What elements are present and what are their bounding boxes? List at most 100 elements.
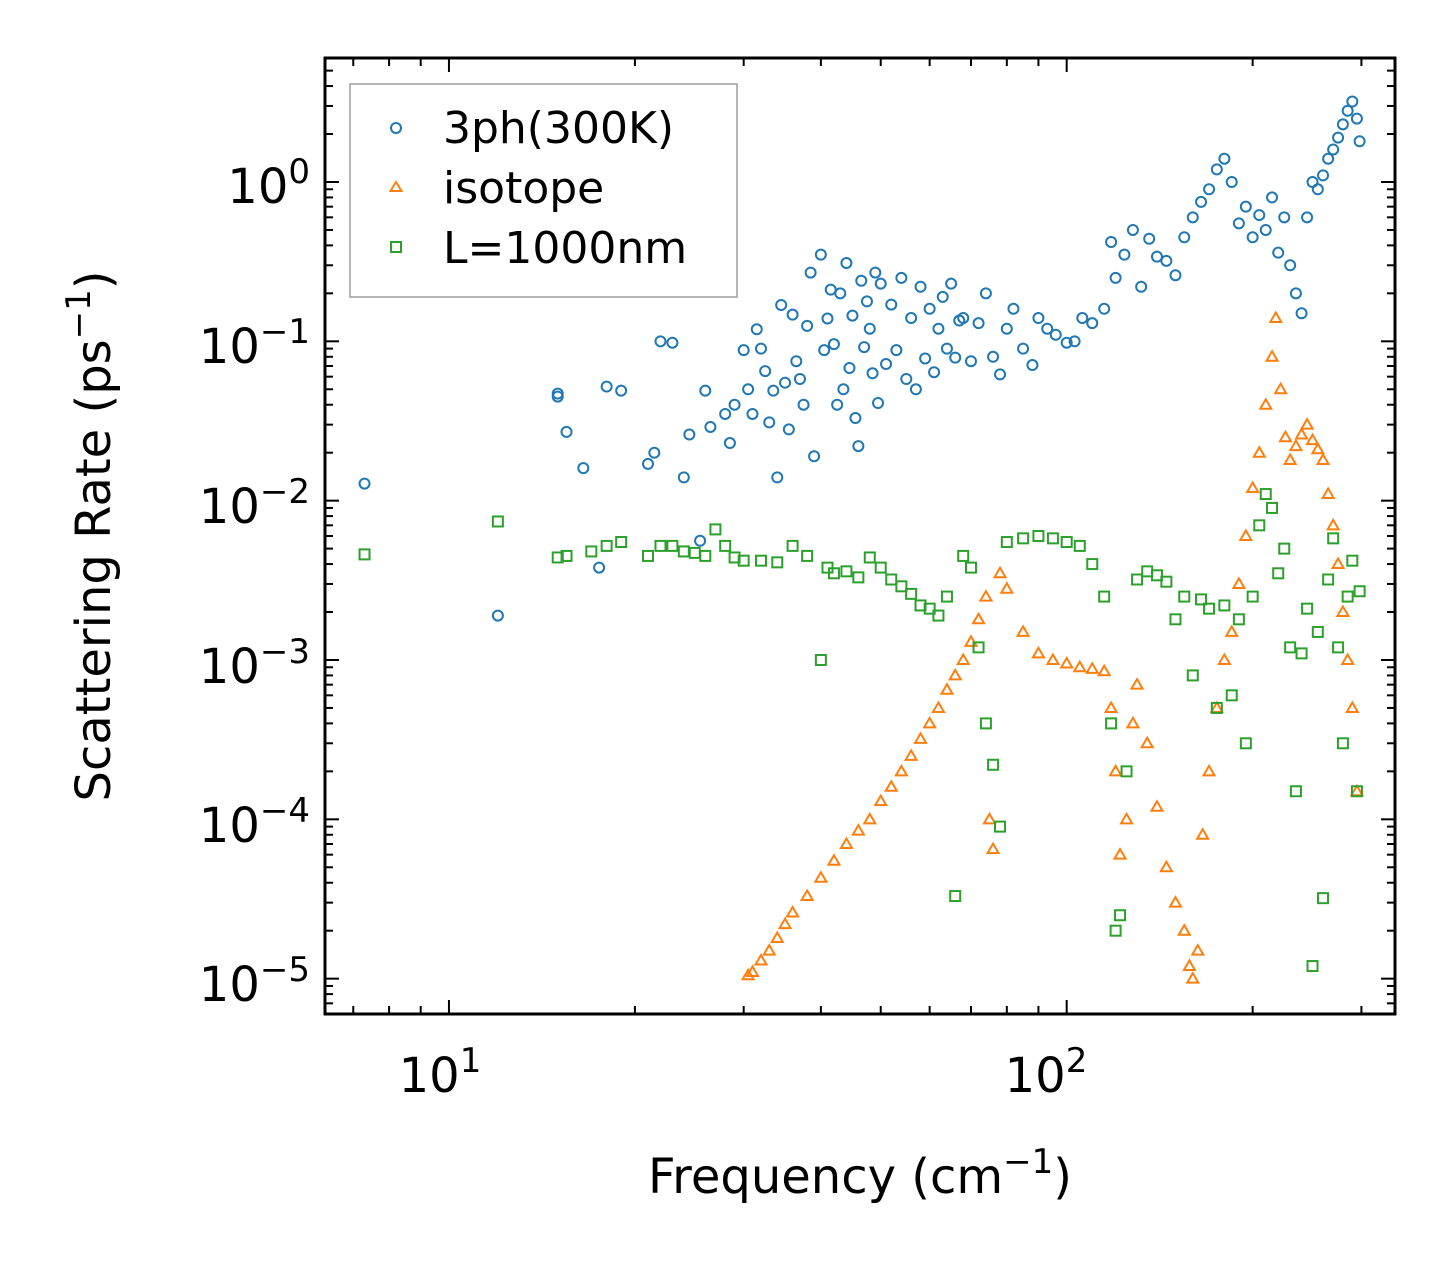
data-point-square [699, 549, 712, 562]
data-point-circle [600, 380, 613, 393]
data-point-circle [866, 367, 879, 380]
data-point-circle [804, 266, 817, 279]
data-point-circle [860, 295, 873, 308]
data-point-triangle [963, 634, 979, 647]
data-point-triangle [1340, 652, 1355, 665]
data-point-square [840, 565, 853, 578]
data-point-square [895, 580, 908, 593]
data-point-square [1259, 488, 1272, 501]
data-point-square [786, 539, 799, 552]
legend-square-marker-icon [390, 241, 402, 253]
data-point-circle [801, 319, 814, 332]
data-point-square [491, 515, 504, 528]
data-point-square [719, 539, 732, 552]
data-point-square [666, 539, 679, 552]
data-point-square [1278, 542, 1291, 555]
data-point-triangle [1273, 381, 1288, 395]
data-point-circle [909, 383, 922, 396]
data-point-square [600, 539, 613, 552]
data-point-triangle [1330, 556, 1346, 570]
data-point-square [979, 717, 992, 730]
data-point-circle [771, 471, 784, 484]
data-point-triangle [826, 853, 842, 866]
data-point-circle [1272, 246, 1285, 259]
data-point-circle [1169, 269, 1182, 282]
data-point-circle [945, 277, 958, 290]
data-point-circle [863, 322, 876, 335]
data-point-circle [1341, 104, 1354, 117]
data-point-square [737, 554, 750, 567]
data-point-triangle [1278, 429, 1293, 443]
data-point-circle [814, 248, 827, 261]
data-point-circle [782, 423, 795, 436]
legend-label-3ph: 3ph(300K) [443, 103, 674, 154]
data-point-triangle [1294, 427, 1309, 440]
data-point-square [1120, 765, 1133, 778]
data-point-square [923, 602, 936, 615]
data-point-triangle [922, 715, 937, 729]
data-point-triangle [740, 967, 756, 981]
data-point-circle [964, 355, 977, 368]
legend-entry-isotope: isotope [388, 163, 604, 214]
data-point-triangle [813, 870, 829, 883]
data-point-circle [1068, 335, 1081, 348]
data-point-triangle [1238, 528, 1254, 541]
data-point-square [551, 551, 564, 564]
data-point-circle [654, 335, 667, 348]
data-point-circle [923, 302, 936, 315]
x-axis-label: Frequency (cm−1) [648, 1142, 1072, 1205]
legend-label-isotope: isotope [443, 163, 604, 214]
data-point-circle [869, 266, 882, 279]
data-point-triangle [1096, 663, 1112, 677]
data-point-circle [767, 384, 780, 397]
data-point-triangle [1177, 923, 1192, 936]
data-point-triangle [1190, 943, 1205, 956]
data-point-triangle [1268, 310, 1283, 324]
data-point-triangle [978, 589, 994, 602]
legend-triangle-marker-icon [388, 180, 404, 192]
data-point-circle [1076, 312, 1089, 325]
data-point-circle [1278, 211, 1291, 224]
data-point-square [1350, 785, 1363, 798]
data-point-circle [551, 390, 564, 403]
data-point-square [1295, 647, 1308, 660]
data-point-square [972, 641, 985, 654]
data-point-triangle [1252, 445, 1267, 458]
data-point-circle [1253, 209, 1266, 222]
data-point-triangle [1217, 652, 1232, 665]
scatter-marks [358, 95, 1366, 984]
data-point-square [874, 561, 887, 574]
data-point-square [1311, 625, 1324, 638]
data-point-triangle [999, 581, 1015, 594]
data-point-square [1017, 532, 1030, 545]
data-point-circle [1301, 211, 1314, 224]
data-point-circle [1150, 250, 1163, 263]
data-point-square [1336, 737, 1349, 750]
data-point-circle [666, 336, 679, 349]
data-point-triangle [1168, 895, 1183, 908]
data-point-square [814, 653, 827, 666]
data-point-triangle [985, 841, 1001, 855]
data-point-circle [905, 312, 918, 325]
data-point-square [987, 758, 1000, 771]
data-point-circle [818, 344, 831, 357]
data-point-square [1246, 590, 1259, 603]
data-point-circle [1041, 322, 1054, 335]
data-point-triangle [992, 565, 1008, 579]
data-point-circle [1336, 118, 1349, 131]
data-point-square [852, 571, 865, 584]
data-point-circle [932, 322, 945, 335]
data-point-circle [1195, 195, 1208, 208]
data-point-triangle [1085, 661, 1100, 674]
x-tick-label: 101 [399, 1041, 482, 1104]
data-point-circle [560, 425, 573, 438]
data-point-circle [837, 383, 850, 396]
data-point-triangle [1112, 847, 1128, 860]
data-point-circle [885, 298, 898, 311]
data-point-circle [790, 355, 803, 368]
data-point-square [1000, 536, 1013, 549]
data-point-triangle [1119, 811, 1134, 825]
data-point-square [1322, 573, 1335, 586]
data-point-triangle [1264, 349, 1280, 362]
data-point-triangle [931, 700, 946, 713]
